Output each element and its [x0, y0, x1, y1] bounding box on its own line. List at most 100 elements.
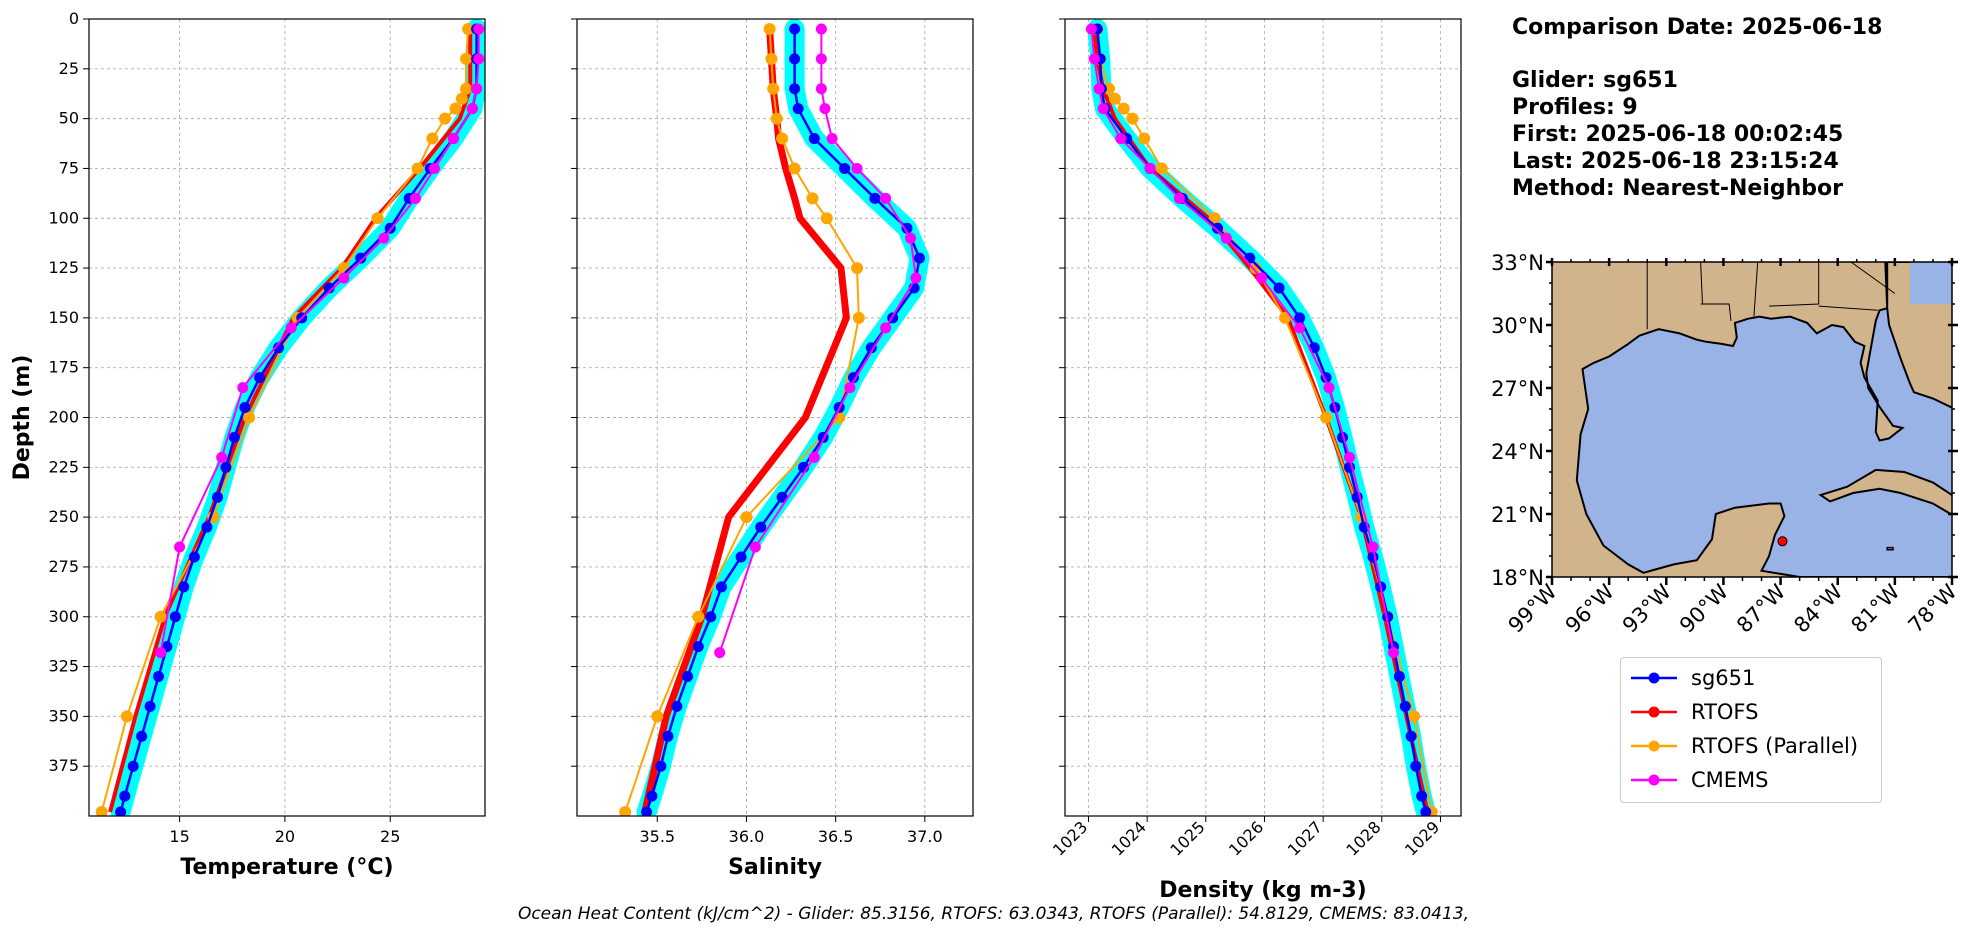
data-point-rtofs-parallel [371, 212, 384, 225]
data-point-rtofs-parallel [763, 22, 776, 35]
x-tick-label: 20 [275, 827, 295, 846]
salinity-panel: 35.5 36.0 36.5 37.0 Salinity [571, 18, 974, 880]
data-point-cmems [1388, 647, 1400, 659]
data-point-cmems [851, 162, 863, 174]
x-tick-label: 35.5 [639, 827, 675, 846]
data-point-rtofs-parallel [692, 610, 705, 623]
map-layer [1552, 262, 1952, 577]
legend-entry: RTOFS [1629, 697, 1758, 727]
density-panel: 1023 1024 1025 1026 1027 1028 1029 Density (kg … [1049, 18, 1462, 903]
data-point-rtofs-parallel [120, 710, 133, 723]
data-point-sg651 [1212, 222, 1224, 234]
data-point-sg651 [136, 730, 148, 742]
data-point-sg651 [1244, 252, 1256, 264]
map-frame [1551, 261, 1953, 578]
data-point-sg651 [239, 402, 251, 414]
data-point-rtofs-parallel [1117, 102, 1130, 115]
data-point-cmems [815, 83, 827, 95]
data-point-sg651 [646, 790, 658, 802]
info-box: Comparison Date: 2025-06-18 Glider: sg65… [1512, 14, 1882, 202]
lat-tick-label: 30°N [1491, 314, 1544, 338]
data-point-sg651 [662, 730, 674, 742]
legend-entry: sg651 [1629, 663, 1755, 693]
data-point-cmems [815, 53, 827, 65]
series-line-cmems [159, 28, 480, 653]
series-layer [95, 19, 485, 816]
lon-tick-label: 87°W [1732, 579, 1790, 637]
data-point-rtofs-parallel [462, 22, 475, 35]
x-tick-label: 1026 [1225, 817, 1267, 859]
data-point-rtofs-parallel [820, 212, 833, 225]
data-point-rtofs-parallel [1155, 162, 1168, 175]
lat-tick-label: 27°N [1491, 377, 1544, 401]
y-tick-label: 275 [48, 557, 79, 576]
data-point-cmems [905, 232, 917, 244]
temperature-panel: 15 20 250255075100125150175200225250275300… [10, 9, 486, 880]
glider-location-marker [1777, 536, 1788, 547]
data-point-cmems [216, 451, 228, 463]
data-point-rtofs-parallel [243, 411, 256, 424]
legend-swatch [1631, 740, 1677, 752]
data-point-cmems [447, 133, 459, 145]
glider-name: Glider: sg651 [1512, 68, 1678, 93]
west-land-edge [1552, 495, 1559, 577]
data-point-sg651 [682, 671, 694, 683]
gulf-water [1575, 262, 1952, 577]
data-point-rtofs-parallel [788, 162, 801, 175]
legend-label: sg651 [1691, 666, 1756, 690]
lat-tick-label: 24°N [1491, 440, 1544, 464]
data-point-rtofs-parallel [776, 132, 789, 145]
data-point-sg651 [228, 431, 240, 443]
method: Method: Nearest-Neighbor [1512, 176, 1843, 201]
data-point-rtofs-parallel [1126, 112, 1139, 125]
data-point-rtofs-parallel [806, 192, 819, 205]
data-point-cmems [428, 162, 440, 174]
x-tick-label: 1029 [1401, 817, 1443, 859]
data-point-rtofs-parallel [1208, 212, 1221, 225]
data-point-rtofs-parallel [449, 102, 462, 115]
comparison-date: Comparison Date: 2025-06-18 [1512, 15, 1883, 40]
series-line-rtofs [108, 28, 473, 813]
data-point-cmems [819, 103, 831, 115]
x-axis-label: Temperature (°C) [180, 855, 393, 880]
data-point-cmems [815, 23, 827, 35]
data-point-cmems [1097, 103, 1109, 115]
lon-tick-label: 90°W [1675, 579, 1733, 637]
data-point-sg651 [153, 671, 165, 683]
data-point-cmems [1323, 382, 1335, 394]
data-point-rtofs-parallel [438, 112, 451, 125]
y-tick-label: 75 [59, 158, 79, 177]
data-point-cmems [826, 133, 838, 145]
data-point-cmems [466, 103, 478, 115]
first-time: First: 2025-06-18 00:02:45 [1512, 122, 1844, 147]
data-point-cmems [844, 382, 856, 394]
state-border [1850, 262, 1896, 294]
data-point-sg651 [755, 521, 767, 533]
data-point-cmems [409, 192, 421, 204]
data-point-cmems [1115, 133, 1127, 145]
data-point-cmems [880, 192, 892, 204]
y-tick-label: 100 [48, 208, 79, 227]
data-point-cmems [1085, 23, 1097, 35]
data-point-rtofs-parallel [1320, 411, 1333, 424]
data-point-sg651 [1367, 551, 1379, 563]
data-point-cmems [910, 272, 922, 284]
lon-tick-label: 81°W [1846, 579, 1904, 637]
x-tick-label: 15 [169, 827, 189, 846]
data-point-cmems [1367, 541, 1379, 553]
data-point-rtofs-parallel [1108, 92, 1121, 105]
glider-envelope [110, 19, 485, 816]
state-border [1818, 305, 1878, 311]
legend-dot [1648, 774, 1660, 786]
atlantic-water [1910, 262, 1952, 304]
data-point-sg651 [127, 760, 139, 772]
data-point-sg651 [273, 342, 285, 354]
series-layer [1085, 19, 1438, 816]
data-point-cmems [174, 541, 186, 553]
data-point-sg651 [178, 581, 190, 593]
data-point-cmems [338, 272, 350, 284]
y-tick-label: 50 [59, 109, 79, 128]
data-point-sg651 [169, 611, 181, 623]
lon-tick-label: 96°W [1561, 579, 1619, 637]
y-tick-label: 225 [48, 457, 79, 476]
